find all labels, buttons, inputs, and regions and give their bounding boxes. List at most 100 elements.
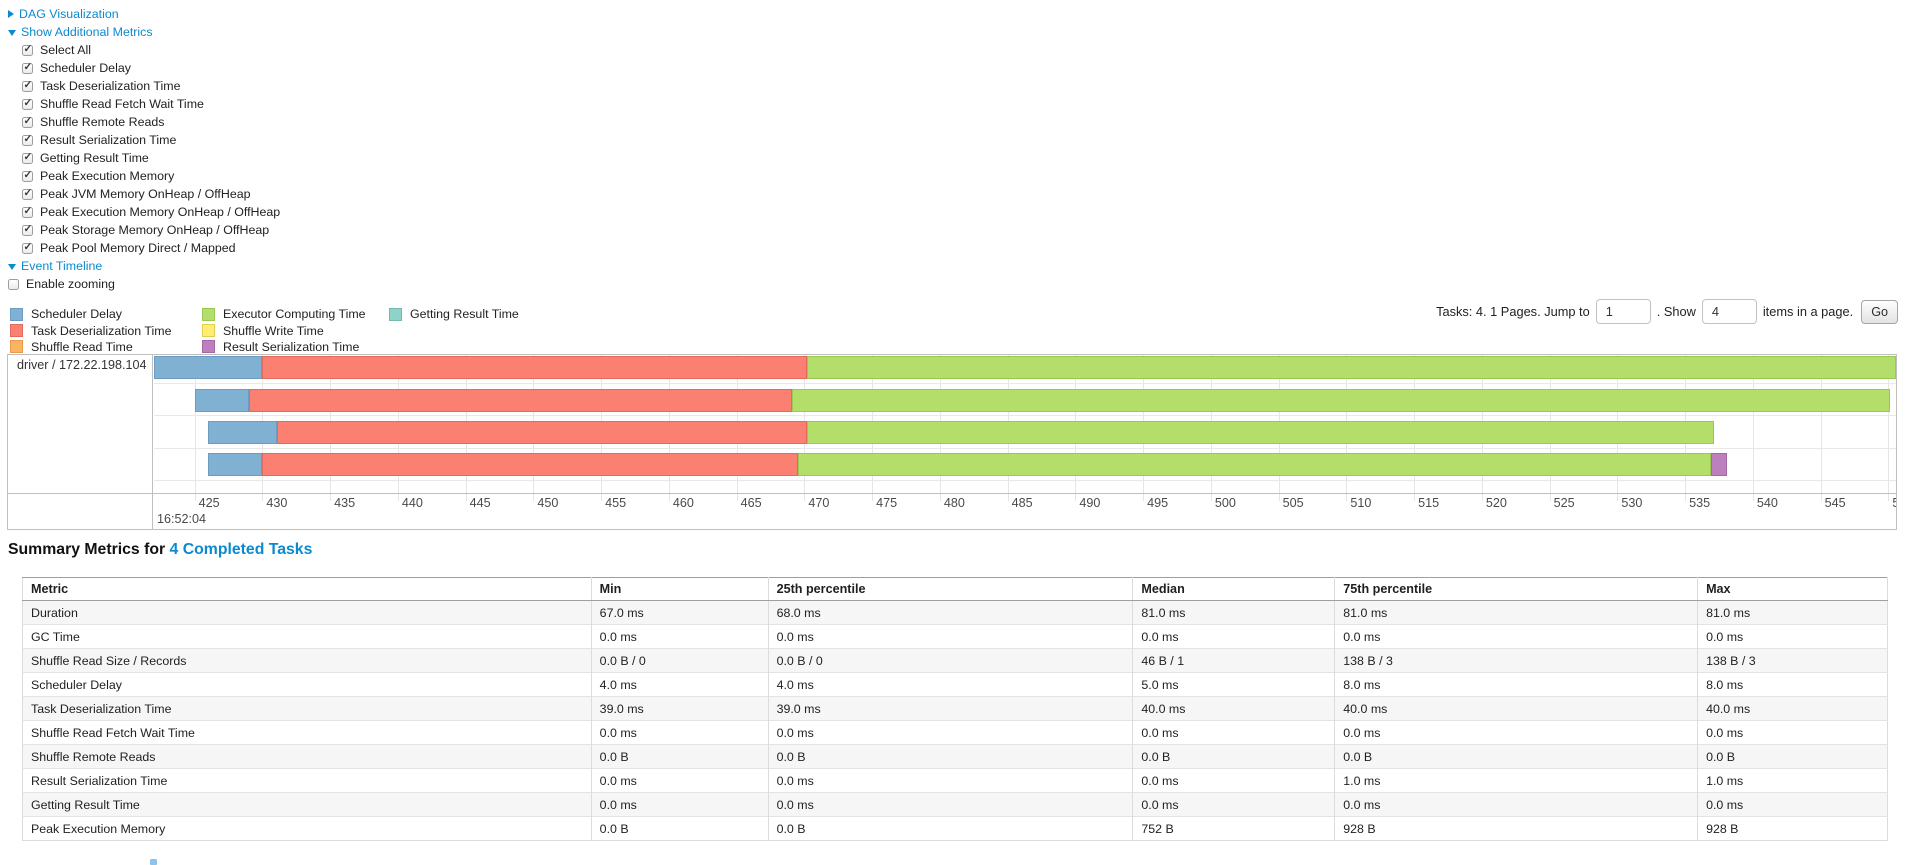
timeline-bar-segment[interactable]	[807, 356, 1896, 379]
legend-swatch	[10, 307, 23, 321]
metric-checkbox-item: Getting Result Time	[22, 149, 280, 167]
metric-checkbox[interactable]	[22, 80, 33, 92]
metric-value-cell: 81.0 ms	[1132, 600, 1335, 625]
metric-name-cell: Shuffle Remote Reads	[22, 744, 592, 769]
axis-gridline	[194, 355, 196, 493]
axis-tick	[194, 494, 196, 501]
axis-tick	[330, 494, 332, 501]
metric-value-cell: 40.0 ms	[1697, 696, 1888, 721]
axis-tick	[1685, 494, 1687, 501]
timeline-plot-area	[154, 355, 1896, 493]
metric-value-cell: 4.0 ms	[767, 672, 1133, 697]
timeline-bar-segment[interactable]	[248, 389, 793, 412]
metric-value-cell: 0.0 B	[1334, 744, 1698, 769]
metric-value-cell: 0.0 B	[590, 816, 769, 841]
timeline-bar-segment[interactable]	[797, 453, 1711, 476]
metric-checkbox-item: Peak Execution Memory	[22, 167, 280, 185]
axis-tick-label: 475	[876, 496, 898, 510]
legend-item: Scheduler Delay	[10, 306, 202, 322]
timeline-bar-segment[interactable]	[262, 453, 798, 476]
axis-tick	[1007, 494, 1009, 501]
metric-checkbox[interactable]	[22, 44, 33, 56]
enable-zooming-checkbox[interactable]	[8, 278, 19, 290]
legend-column: Scheduler Delay Task Deserialization Time…	[10, 306, 202, 355]
axis-tick	[397, 494, 399, 501]
metric-checkbox-label: Peak Storage Memory OnHeap / OffHeap	[40, 223, 270, 237]
timeline-bar-segment[interactable]	[277, 421, 808, 444]
metric-checkbox-label: Peak Pool Memory Direct / Mapped	[40, 241, 236, 255]
metric-checkbox-item: Scheduler Delay	[22, 59, 280, 77]
timeline-bar-segment[interactable]	[807, 421, 1714, 444]
event-timeline-toggle[interactable]: Event Timeline	[8, 257, 280, 275]
timeline-bar-segment[interactable]	[1710, 453, 1728, 476]
axis-major-time-label: 16:52:04	[157, 512, 207, 526]
axis-tick	[1820, 494, 1822, 501]
axis-tick-label: 450	[537, 496, 559, 510]
axis-tick	[1617, 494, 1619, 501]
metric-name-cell: Task Deserialization Time	[22, 696, 592, 721]
axis-tick-label: 525	[1553, 496, 1575, 510]
metric-name-cell: Duration	[31, 605, 78, 620]
axis-tick	[668, 494, 670, 501]
metric-value-cell: 0.0 B	[1132, 744, 1335, 769]
table-header-cell: 25th percentile	[767, 577, 1133, 601]
items-per-page-input[interactable]	[1701, 299, 1757, 324]
summary-metrics-title: Summary Metrics for 4 Completed Tasks	[8, 541, 312, 559]
metric-value-cell: 1.0 ms	[1697, 768, 1888, 793]
timeline-bar-segment[interactable]	[262, 356, 808, 379]
axis-tick	[939, 494, 941, 501]
timeline-bar-segment[interactable]	[792, 389, 1890, 412]
timeline-bar-segment[interactable]	[208, 453, 263, 476]
enable-zooming-row: Enable zooming	[8, 275, 280, 293]
axis-tick-label: 500	[1214, 496, 1236, 510]
metric-checkbox-item: Peak Storage Memory OnHeap / OffHeap	[22, 221, 280, 239]
legend-swatch	[10, 324, 23, 338]
metric-checkbox[interactable]	[22, 170, 33, 182]
axis-tick	[1143, 494, 1145, 501]
timeline-bar-segment[interactable]	[208, 421, 278, 444]
show-additional-metrics-toggle[interactable]: Show Additional Metrics	[8, 23, 280, 41]
metric-checkbox[interactable]	[22, 242, 33, 254]
metric-checkbox[interactable]	[22, 62, 33, 74]
metric-checkbox[interactable]	[22, 134, 33, 146]
dag-visualization-toggle[interactable]: DAG Visualization	[8, 5, 280, 23]
metric-name-cell: Peak Execution Memory	[22, 816, 592, 841]
jump-to-page-input[interactable]	[1595, 299, 1651, 324]
metric-checkbox-label: Task Deserialization Time	[40, 79, 181, 93]
completed-tasks-link[interactable]: 4 Completed Tasks	[169, 541, 313, 558]
axis-tick-label: 465	[740, 496, 762, 510]
chevron-right-icon	[8, 10, 14, 18]
timeline-bar-segment[interactable]	[194, 389, 249, 412]
metric-value-cell: 0.0 ms	[767, 768, 1133, 793]
metric-value-cell: 0.0 ms	[767, 792, 1133, 817]
table-row: Shuffle Read Size / Records 0.0 B / 0 0.0 …	[22, 648, 1888, 673]
metric-checkbox[interactable]	[22, 206, 33, 218]
axis-tick-label: 545	[1824, 496, 1846, 510]
metric-value-cell: 5.0 ms	[1132, 672, 1335, 697]
table-row: Shuffle Remote Reads 0.0 B 0.0 B 0.0 B 0.0 B…	[22, 744, 1888, 769]
metric-value-cell: 0.0 ms	[767, 720, 1133, 745]
metric-checkbox[interactable]	[22, 188, 33, 200]
metric-checkbox[interactable]	[22, 116, 33, 128]
axis-tick-label: 515	[1418, 496, 1440, 510]
metric-value-cell: 0.0 ms	[1697, 792, 1888, 817]
go-button[interactable]: Go	[1861, 299, 1898, 324]
table-header-cell: 75th percentile	[1334, 577, 1698, 601]
metric-checkbox[interactable]	[22, 152, 33, 164]
table-header-row: Metric Min 25th percentile Median 75th perce…	[22, 577, 1888, 601]
metric-checkbox[interactable]	[22, 224, 33, 236]
metric-checkbox-label: Peak Execution Memory	[40, 169, 175, 183]
metric-checkbox-item: Shuffle Remote Reads	[22, 113, 280, 131]
timeline-bar-segment[interactable]	[154, 356, 263, 379]
metric-checkbox-label: Shuffle Read Fetch Wait Time	[40, 97, 204, 111]
axis-tick-label: 490	[1079, 496, 1101, 510]
legend-swatch	[10, 340, 23, 354]
metric-checkbox[interactable]	[22, 98, 33, 110]
axis-tick	[1481, 494, 1483, 501]
axis-tick-label: 530	[1621, 496, 1643, 510]
table-header-cell: Median	[1132, 577, 1335, 601]
axis-tick	[262, 494, 264, 501]
metric-checkbox-label: Select All	[40, 43, 91, 57]
axis-tick-label: 520	[1485, 496, 1507, 510]
legend-item: Shuffle Read Time	[10, 339, 202, 355]
